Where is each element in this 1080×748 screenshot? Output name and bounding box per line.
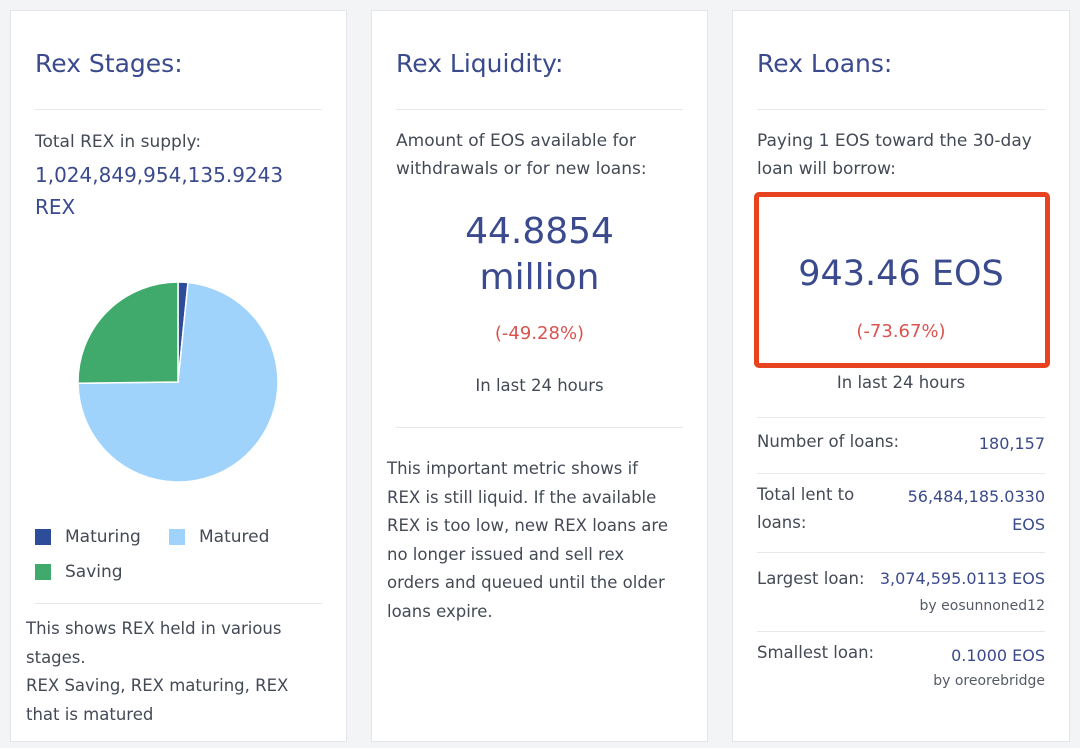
liquidity-value-number: 44.8854 (465, 211, 614, 252)
divider (757, 631, 1045, 632)
stages-desc-line: REX Saving, REX maturing, REX (26, 676, 289, 695)
liquidity-change: (-49.28%) (494, 323, 585, 344)
legend-swatch-maturing (35, 529, 51, 545)
smallest-loan-borrower: by oreorebridge (933, 673, 1045, 689)
stages-desc-line: This shows REX held in various (26, 619, 282, 638)
smallest-loan-label: Smallest loan: (757, 643, 875, 662)
liquidity-label: Amount of EOS available for withdrawals … (396, 127, 696, 183)
divider (35, 109, 322, 110)
divider (757, 473, 1045, 474)
supply-unit: REX (35, 195, 76, 219)
supply-label: Total REX in supply: (35, 132, 202, 152)
legend-item-saving: Saving (35, 562, 123, 582)
pie-svg (77, 281, 279, 483)
largest-loan-borrower: by eosunnoned12 (919, 598, 1045, 614)
supply-value: 1,024,849,954,135.9243 REX (35, 159, 325, 223)
liquidity-value-unit: million (479, 257, 600, 298)
divider (396, 427, 683, 428)
legend-swatch-matured (169, 529, 185, 545)
legend-label-saving: Saving (65, 562, 123, 582)
legend-label-maturing: Maturing (65, 527, 141, 547)
liquidity-value: 44.8854 million (372, 209, 707, 301)
loans-label-line: loan will borrow: (757, 159, 896, 179)
liquidity-desc-line: REX is too low, new REX loans are (387, 516, 668, 535)
stages-description: This shows REX held in various stages. R… (26, 615, 336, 729)
loan-value-highlight (754, 192, 1050, 368)
divider (396, 109, 683, 110)
number-of-loans-label: Number of loans: (757, 432, 900, 451)
rex-loans-title: Rex Loans: (757, 49, 893, 78)
loans-label: Paying 1 EOS toward the 30-day loan will… (757, 127, 1057, 183)
total-lent-unit: EOS (1012, 515, 1045, 534)
pie-slice-saving (77, 281, 179, 385)
supply-amount: 1,024,849,954,135.9243 (35, 163, 284, 187)
liquidity-desc-line: no longer issued and sell rex (387, 544, 625, 564)
liquidity-period: In last 24 hours (475, 376, 604, 395)
legend-item-maturing: Maturing (35, 527, 141, 547)
legend-label-matured: Matured (199, 527, 270, 547)
divider (35, 603, 322, 604)
rex-loans-card: Rex Loans: Paying 1 EOS toward the 30-da… (732, 10, 1070, 742)
smallest-loan-value: 0.1000 EOS (951, 646, 1045, 665)
stages-desc-line: that is matured (26, 704, 154, 724)
liquidity-label-line: Amount of EOS available for (396, 131, 636, 151)
loan-change: (-73.67%) (856, 321, 946, 342)
divider (757, 109, 1045, 110)
total-lent-label-line: loans: (757, 513, 807, 532)
total-lent-value: 56,484,185.0330 EOS (908, 483, 1045, 539)
loan-period: In last 24 hours (836, 373, 966, 392)
total-lent-label: Total lent to loans: (757, 481, 854, 537)
stages-desc-line: stages. (26, 647, 86, 667)
loans-label-line: Paying 1 EOS toward the 30-day (757, 131, 1032, 151)
rex-stages-card: Rex Stages: Total REX in supply: 1,024,8… (10, 10, 347, 742)
liquidity-description: This important metric shows if REX is st… (387, 455, 702, 626)
liquidity-desc-line: This important metric shows if (387, 459, 638, 478)
divider (757, 417, 1045, 418)
divider (757, 552, 1045, 553)
largest-loan-label: Largest loan: (757, 569, 865, 588)
rex-stages-pie-chart (77, 281, 279, 483)
liquidity-desc-line: REX is still liquid. If the available (387, 487, 657, 507)
number-of-loans-value: 180,157 (978, 434, 1045, 453)
liquidity-desc-line: loans expire. (387, 601, 493, 621)
rex-liquidity-title: Rex Liquidity: (396, 49, 564, 78)
liquidity-label-line: withdrawals or for new loans: (396, 159, 647, 179)
total-lent-label-line: Total lent to (757, 485, 855, 504)
loan-value: 943.46 EOS (798, 254, 1004, 294)
legend-swatch-saving (35, 564, 51, 580)
largest-loan-value: 3,074,595.0113 EOS (879, 569, 1045, 588)
legend-item-matured: Matured (169, 527, 269, 547)
rex-liquidity-card: Rex Liquidity: Amount of EOS available f… (371, 10, 708, 742)
rex-stages-title: Rex Stages: (35, 49, 183, 78)
liquidity-desc-line: orders and queued until the older (387, 573, 665, 592)
total-lent-amount: 56,484,185.0330 (907, 487, 1045, 506)
